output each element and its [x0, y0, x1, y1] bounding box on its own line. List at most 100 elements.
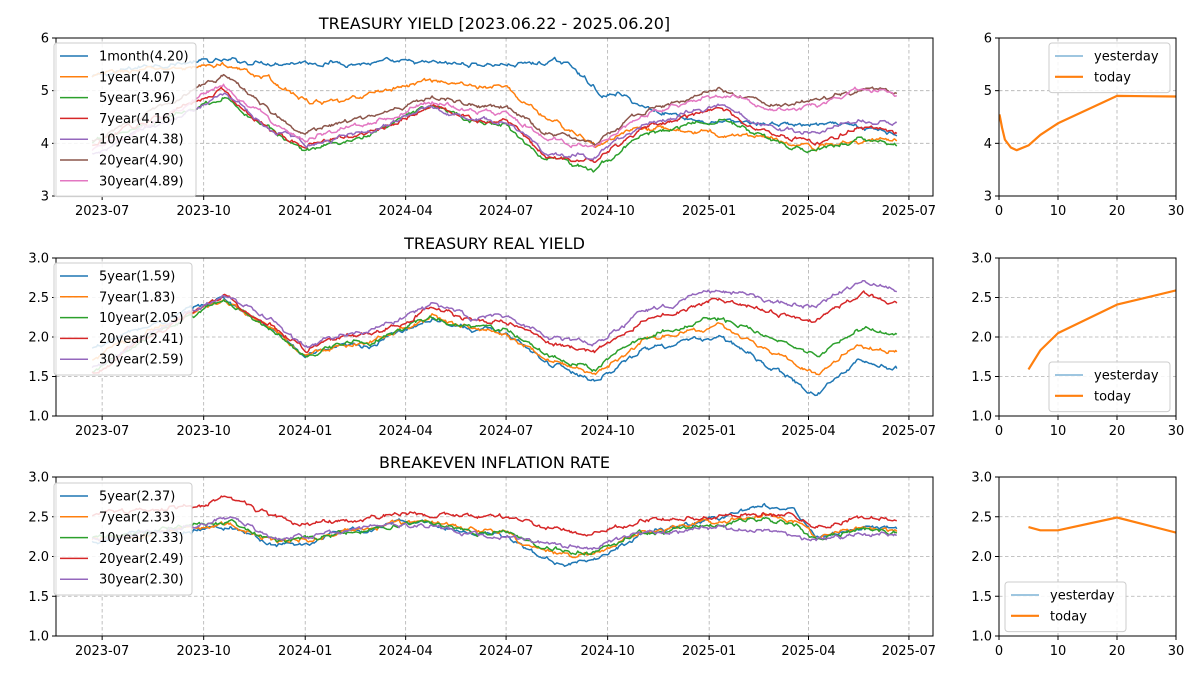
yield-curve-panel: 0 10 20 30 3 4 5 6 yesterday today	[984, 32, 1185, 220]
real-yield-curve-xtick-label: 0	[995, 424, 1003, 439]
real-yield-curve-xtick-label: 20	[1109, 424, 1126, 439]
yield-curve-xtick-label: 10	[1050, 204, 1067, 219]
yield-history-xtick-label: 2024-01	[278, 204, 332, 219]
real-yield-curve-xtick-label: 10	[1050, 424, 1067, 439]
real-yield-history-xtick-label: 2024-01	[278, 424, 332, 439]
real-yield-curve-panel: 0 10 20 30 1.0 1.5 2.0 2.5 3.0 yesterday today	[971, 252, 1184, 440]
real-yield-curve-legend: yesterday today	[1048, 361, 1171, 413]
breakeven-history-xtick-label: 2024-10	[580, 644, 634, 659]
breakeven-history-series-line-0	[91, 502, 898, 567]
breakeven-history-series-line-1	[91, 512, 898, 559]
real-yield-history-series-line-1	[92, 299, 898, 376]
yield-curve-series-line-1	[999, 94, 1176, 152]
breakeven-curve-series-group	[1028, 516, 1176, 534]
real-yield-curve-axes-frame	[998, 257, 1177, 417]
breakeven-history-xtick-label: 2023-07	[75, 644, 129, 659]
breakeven-curve-ytick-label: 2.5	[971, 510, 992, 525]
yield-history-xtick-label: 2024-04	[378, 204, 432, 219]
real-yield-history-series-line-3	[91, 290, 898, 374]
breakeven-curve-xtick-label: 0	[995, 644, 1003, 659]
real-yield-history-panel: 2023-07 2023-10 2024-01 2024-04 2024-07 2024-…	[28, 234, 936, 439]
breakeven-history-title: BREAKEVEN INFLATION RATE	[379, 453, 610, 472]
yield-history-series-line-1	[91, 61, 898, 152]
yield-curve-ytick-label: 5	[984, 84, 992, 99]
yield-curve-legend-label-1: today	[1094, 70, 1131, 85]
yield-curve-series-line-0	[999, 95, 1176, 151]
yield-history-series-line-2	[91, 96, 898, 173]
real-yield-history-ytick-label: 2.5	[28, 291, 49, 306]
breakeven-curve-ytick-label: 1.5	[971, 590, 992, 605]
real-yield-history-xtick-label: 2024-10	[580, 424, 634, 439]
yield-history-legend-label-4: 10year(4.38)	[99, 133, 184, 148]
real-yield-history-xtick-label: 2025-04	[781, 424, 835, 439]
yield-curve-ytick-label: 4	[984, 137, 992, 152]
yield-history-xtick-label: 2023-07	[75, 204, 129, 219]
yield-history-series-line-0	[91, 56, 898, 137]
yield-history-legend-label-5: 20year(4.90)	[99, 154, 184, 169]
real-yield-curve-series-line-1	[1027, 289, 1176, 370]
breakeven-history-ytick-label: 2.0	[28, 550, 49, 565]
breakeven-history-xtick-label: 2025-01	[682, 644, 736, 659]
real-yield-history-legend-label-0: 5year(1.59)	[99, 270, 175, 285]
breakeven-curve-legend: yesterday today	[1004, 581, 1127, 633]
real-yield-history-ytick-label: 2.0	[28, 331, 49, 346]
real-yield-history-xtick-label: 2025-07	[882, 424, 936, 439]
breakeven-history-xtick-label: 2024-07	[479, 644, 533, 659]
breakeven-history-legend-box	[53, 482, 193, 596]
yield-history-legend: 1month(4.20) 1year(4.07) 5year(3.96) 7year(…	[53, 42, 197, 198]
yield-history-title: TREASURY YIELD [2023.06.22 - 2025.06.20]	[318, 14, 670, 33]
yield-history-legend-label-6: 30year(4.89)	[99, 174, 184, 189]
yield-history-series-line-5	[91, 73, 898, 147]
real-yield-curve-series-line-0	[1027, 289, 1176, 370]
yield-curve-series-group	[999, 94, 1176, 152]
real-yield-curve-ytick-label: 2.5	[971, 291, 992, 306]
real-yield-curve-legend-label-0: yesterday	[1094, 369, 1159, 384]
yield-history-xtick-label: 2025-01	[682, 204, 736, 219]
real-yield-curve-ytick-label: 1.0	[971, 410, 992, 425]
yield-history-series-group	[91, 56, 898, 173]
yield-curve-xtick-label: 20	[1109, 204, 1126, 219]
real-yield-history-xtick-label: 2024-04	[378, 424, 432, 439]
yield-curve-axes-frame	[998, 37, 1177, 197]
real-yield-history-ytick-label: 1.5	[28, 370, 49, 385]
yield-history-xtick-label: 2025-07	[882, 204, 936, 219]
yield-history-ytick-label: 4	[41, 137, 49, 152]
real-yield-history-xtick-label: 2025-01	[682, 424, 736, 439]
breakeven-curve-ytick-label: 3.0	[971, 471, 992, 486]
breakeven-history-ytick-label: 2.5	[28, 510, 49, 525]
real-yield-history-series-line-4	[91, 279, 898, 369]
yield-curve-ytick-label: 3	[984, 190, 992, 205]
breakeven-history-series-group	[91, 495, 898, 567]
breakeven-history-legend-label-1: 7year(2.33)	[99, 510, 175, 525]
breakeven-history-xtick-label: 2023-10	[177, 644, 231, 659]
breakeven-curve-xtick-label: 10	[1050, 644, 1067, 659]
yield-history-legend-label-3: 7year(4.16)	[99, 112, 175, 127]
real-yield-curve-xtick-label: 30	[1168, 424, 1185, 439]
real-yield-history-ytick-label: 3.0	[28, 252, 49, 267]
yield-curve-xtick-label: 30	[1168, 204, 1185, 219]
real-yield-history-legend-label-4: 30year(2.59)	[99, 353, 184, 368]
breakeven-curve-xtick-label: 20	[1109, 644, 1126, 659]
yield-curve-ytick-label: 6	[984, 32, 992, 47]
yield-history-series-line-6	[91, 83, 897, 152]
breakeven-history-ytick-label: 1.0	[28, 630, 49, 645]
breakeven-history-panel: 2023-07 2023-10 2024-01 2024-04 2024-07 2024-…	[28, 453, 936, 659]
breakeven-history-ytick-label: 3.0	[28, 471, 49, 486]
breakeven-curve-xtick-label: 30	[1168, 644, 1185, 659]
breakeven-history-legend-label-2: 10year(2.33)	[99, 531, 184, 546]
real-yield-history-ytick-label: 1.0	[28, 410, 49, 425]
yield-history-xtick-label: 2023-10	[177, 204, 231, 219]
yield-history-panel: 2023-07 2023-10 2024-01 2024-04 2024-07 2024-…	[41, 14, 936, 219]
breakeven-history-ytick-label: 1.5	[28, 590, 49, 605]
breakeven-curve-ytick-label: 1.0	[971, 630, 992, 645]
breakeven-curve-axes-frame	[998, 476, 1177, 637]
real-yield-curve-legend-label-1: today	[1094, 389, 1131, 404]
breakeven-history-series-line-4	[91, 516, 897, 551]
yield-history-ytick-label: 5	[41, 84, 49, 99]
breakeven-history-legend-label-4: 30year(2.30)	[99, 573, 184, 588]
breakeven-history-legend-label-0: 5year(2.37)	[99, 490, 175, 505]
yield-history-legend-box	[53, 42, 197, 198]
yield-history-series-line-4	[91, 92, 898, 161]
real-yield-history-title: TREASURY REAL YIELD	[403, 234, 585, 253]
